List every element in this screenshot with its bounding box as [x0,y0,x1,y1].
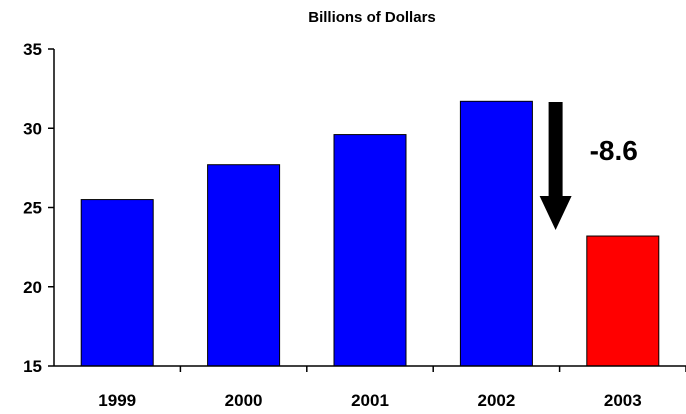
annotations: -8.6 [539,102,638,230]
y-tick-label: 35 [23,40,42,59]
bar-2002 [459,100,533,367]
y-tick-label: 25 [23,199,42,218]
bar-2000 [207,164,281,367]
y-tick-label: 30 [23,119,42,138]
x-tick-label-2001: 2001 [351,391,389,410]
y-tick-label: 15 [23,357,42,376]
bar-1999 [80,199,154,367]
down-arrow-icon [539,102,572,230]
x-tick-label-1999: 1999 [98,391,136,410]
chart-title: Billions of Dollars [308,9,436,26]
bar-2003 [586,235,660,367]
x-tick-label-2000: 2000 [225,391,263,410]
x-axis-ticks: 1999 2000 2001 2002 2003 [98,366,686,410]
bars [80,100,660,367]
bar-2001 [333,134,407,367]
y-axis-ticks: 15 20 25 30 35 [23,40,54,376]
x-tick-label-2002: 2002 [477,391,515,410]
x-tick-label-2003: 2003 [604,391,642,410]
y-tick-label: 20 [23,278,42,297]
change-annotation-label: -8.6 [590,135,638,166]
